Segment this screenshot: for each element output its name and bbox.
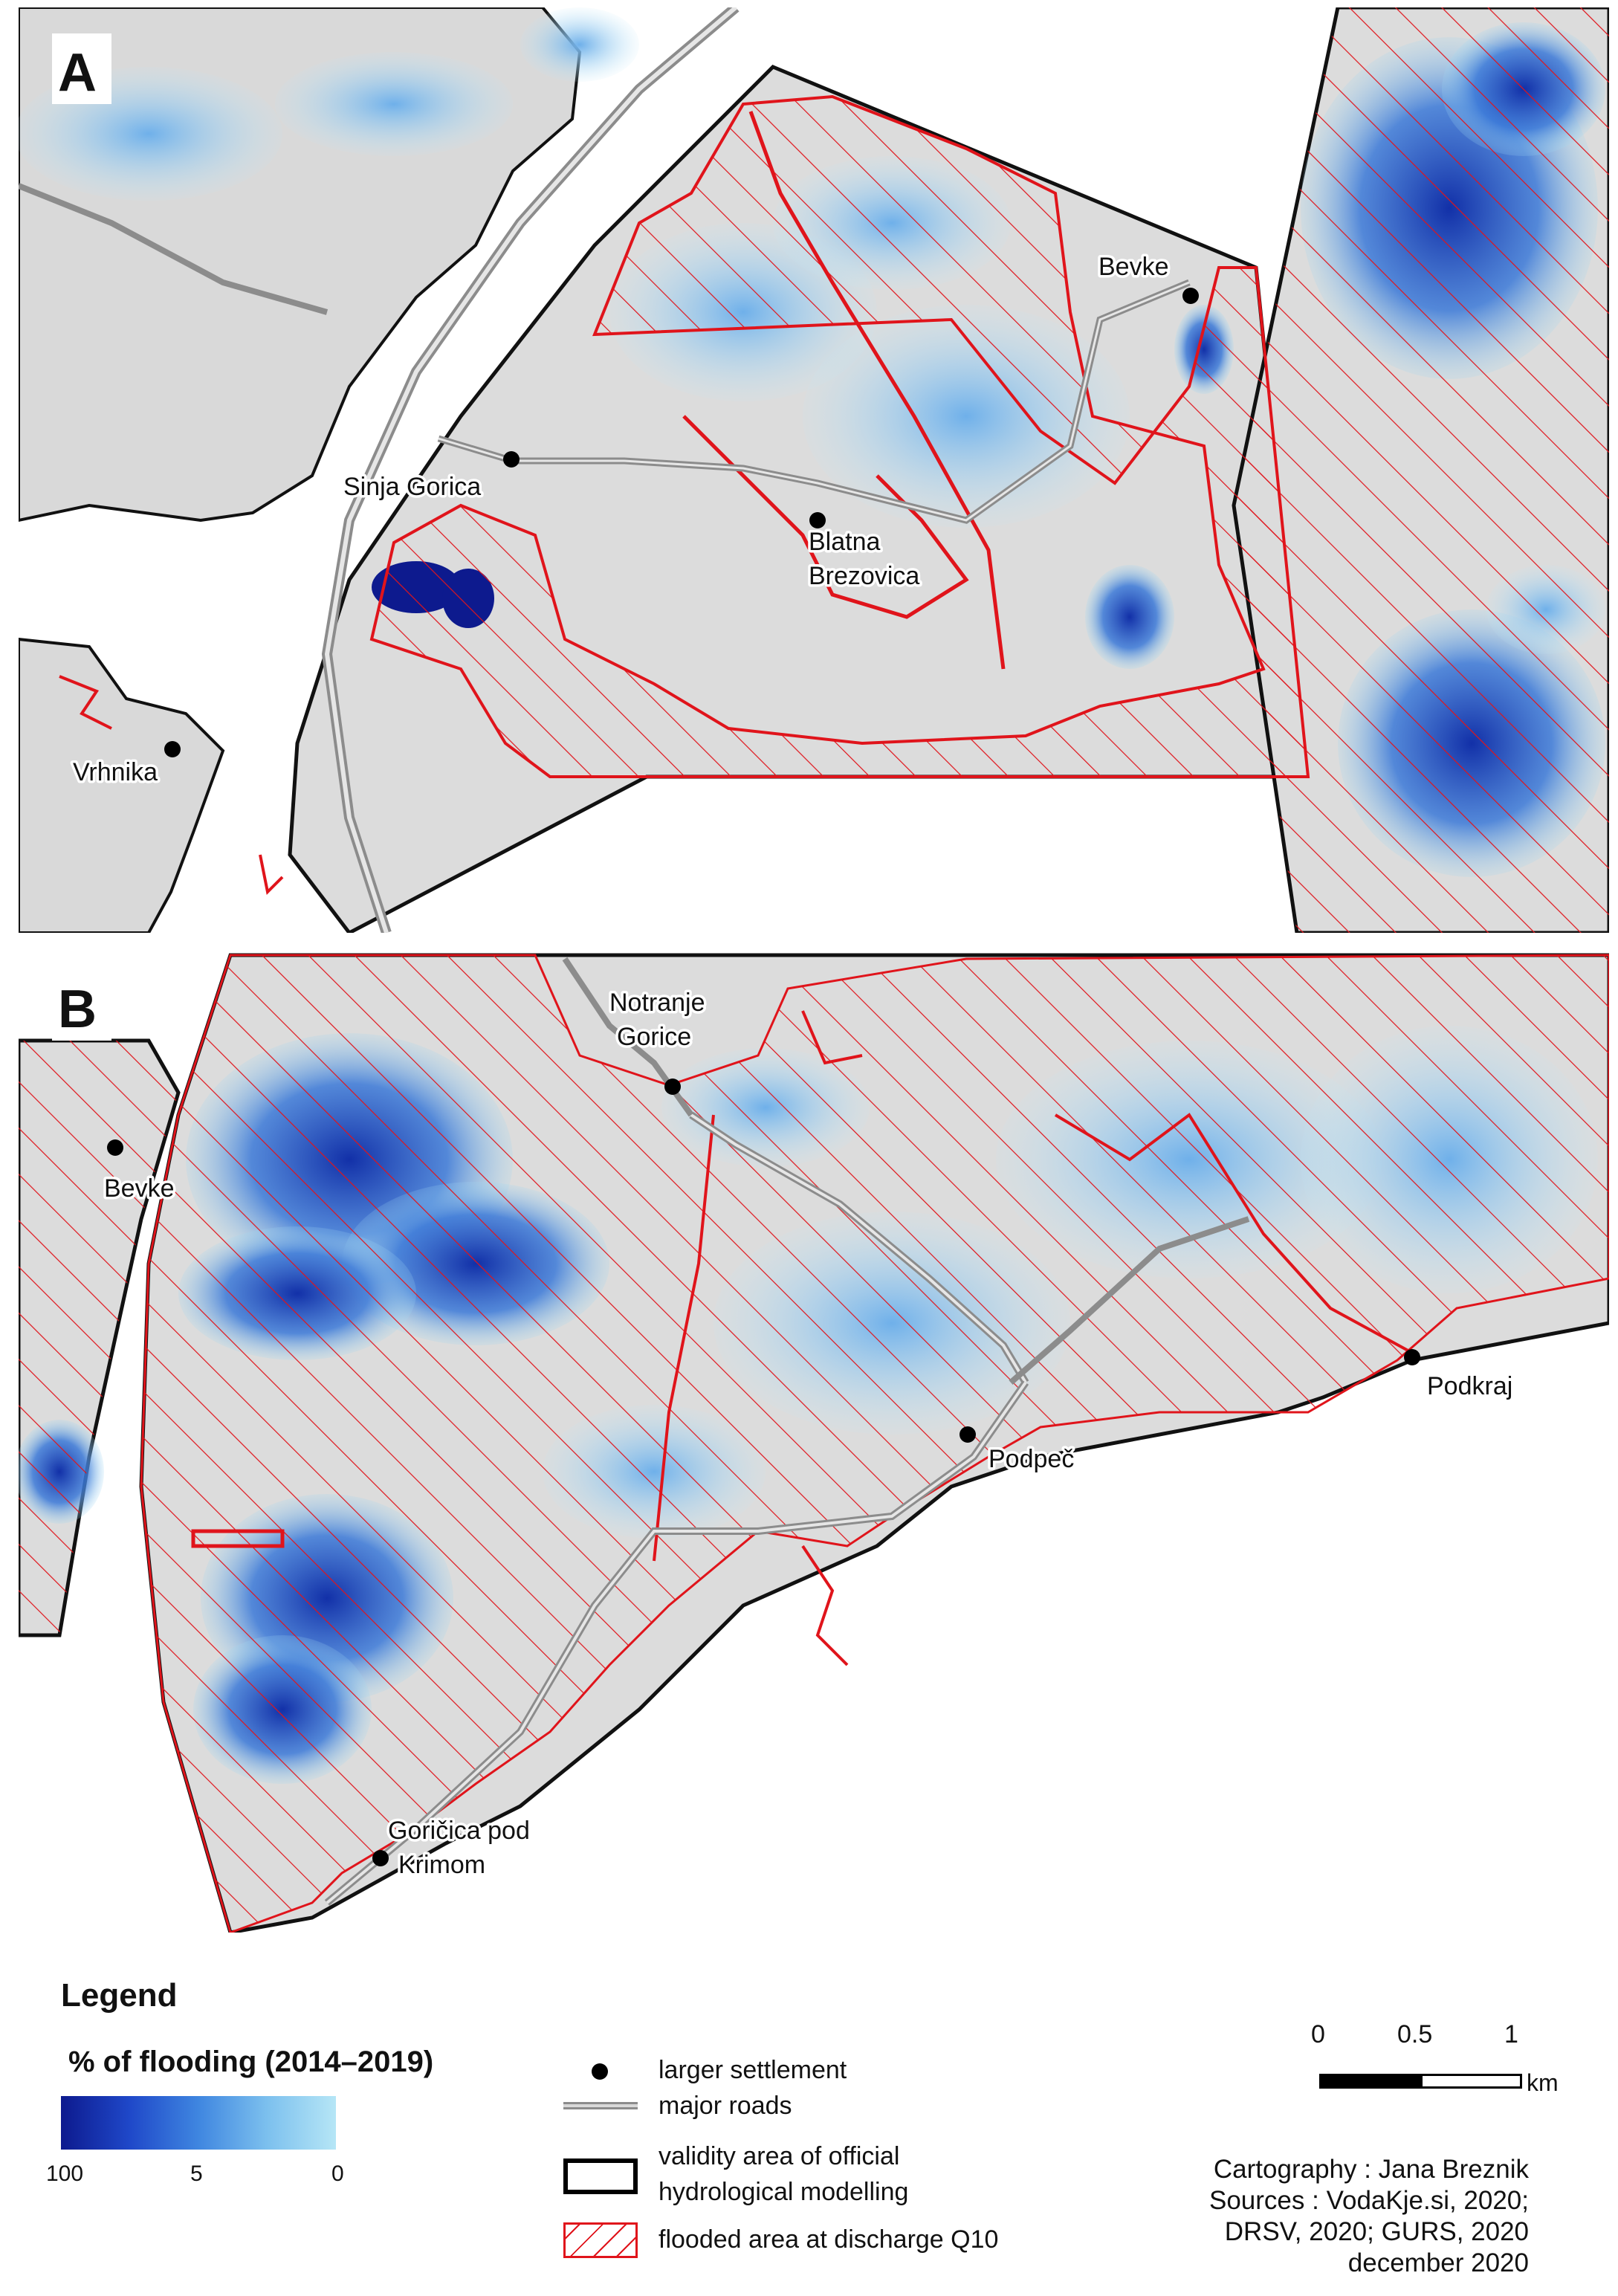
legend-validity-label-1: validity area of official — [658, 2142, 900, 2170]
flood-map: A Sinja Gorica Blatna Brezovica Bevke Vr… — [19, 7, 1609, 1933]
panel-a: A Sinja Gorica Blatna Brezovica Bevke Vr… — [19, 7, 1609, 933]
settlement-dot — [1404, 1349, 1420, 1365]
legend-validity-label-2: hydrological modelling — [658, 2178, 909, 2206]
credit-line: Sources : VodaKje.si, 2020; — [1209, 2186, 1529, 2215]
dense-outline-b — [191, 1529, 285, 1548]
credits: Cartography : Jana Breznik Sources : Vod… — [1209, 2154, 1529, 2279]
validity-symbol — [563, 2158, 638, 2194]
scale-tick-half: 0.5 — [1397, 2020, 1433, 2048]
place-label: Podkraj — [1427, 1372, 1512, 1400]
legend-flooded-label: flooded area at discharge Q10 — [658, 2225, 999, 2254]
ramp-label-5: 5 — [190, 2161, 203, 2186]
terrain-a-lower-left — [19, 637, 225, 933]
legend-settlement-label: larger settlement — [658, 2056, 847, 2084]
scale-bar-white — [1420, 2074, 1522, 2089]
place-label: Vrhnika — [73, 758, 158, 786]
settlement-symbol — [592, 2063, 608, 2080]
panel-b: B Notranje Gorice Bevke Podkraj Podpeč G… — [19, 953, 1609, 1933]
flooded-area-b — [140, 954, 1609, 1933]
road-a-left — [19, 183, 329, 315]
scale-tick-1: 1 — [1504, 2020, 1518, 2048]
place-label: Goričica pod — [388, 1817, 530, 1845]
flood-outline-left — [59, 675, 284, 896]
credit-line: DRSV, 2020; GURS, 2020 — [1224, 2217, 1529, 2246]
scale-bar-black — [1319, 2074, 1420, 2089]
legend-ramp-title: % of flooding (2014–2019) — [68, 2046, 434, 2078]
place-label: Bevke — [1098, 253, 1169, 281]
legend-roads-label: major roads — [658, 2092, 792, 2120]
place-label: Krimom — [398, 1851, 485, 1879]
place-label: Sinja Gorica — [343, 473, 481, 501]
flooded-area-b-left — [19, 1041, 178, 1635]
settlement-dot — [664, 1079, 681, 1095]
place-label: Podpeč — [988, 1445, 1074, 1473]
credit-line: december 2020 — [1347, 2248, 1529, 2277]
place-label: Blatna — [809, 528, 880, 556]
settlement-dot — [809, 512, 826, 528]
place-label: Gorice — [617, 1023, 691, 1051]
panel-letter-a: A — [58, 43, 97, 103]
settlement-dot — [164, 741, 181, 757]
scale-unit: km — [1527, 2069, 1559, 2096]
ramp-label-100: 100 — [46, 2161, 84, 2186]
place-label: Brezovica — [809, 562, 919, 590]
flooded-symbol — [563, 2222, 638, 2258]
road-symbol — [563, 2102, 638, 2109]
settlement-dot — [960, 1426, 976, 1443]
flood-outline-b — [653, 1010, 1413, 1666]
flood-outline-detail — [682, 111, 1006, 670]
settlement-dot — [372, 1850, 389, 1866]
scale-tick-0: 0 — [1311, 2020, 1325, 2048]
settlement-dot — [1182, 288, 1199, 304]
credit-line: Cartography : Jana Breznik — [1213, 2155, 1529, 2184]
place-label: Notranje — [609, 989, 705, 1017]
ramp-label-0: 0 — [331, 2161, 344, 2186]
legend-title: Legend — [61, 1977, 178, 2014]
road-b-east — [1009, 1216, 1250, 1385]
flooded-area-a-right — [1234, 7, 1609, 933]
flooding-color-ramp — [61, 2096, 336, 2150]
settlement-dot — [503, 451, 520, 468]
place-label: Bevke — [104, 1174, 175, 1203]
panel-letter-b: B — [58, 980, 97, 1039]
settlement-dot — [107, 1139, 123, 1156]
flooded-area-a — [369, 94, 1310, 778]
